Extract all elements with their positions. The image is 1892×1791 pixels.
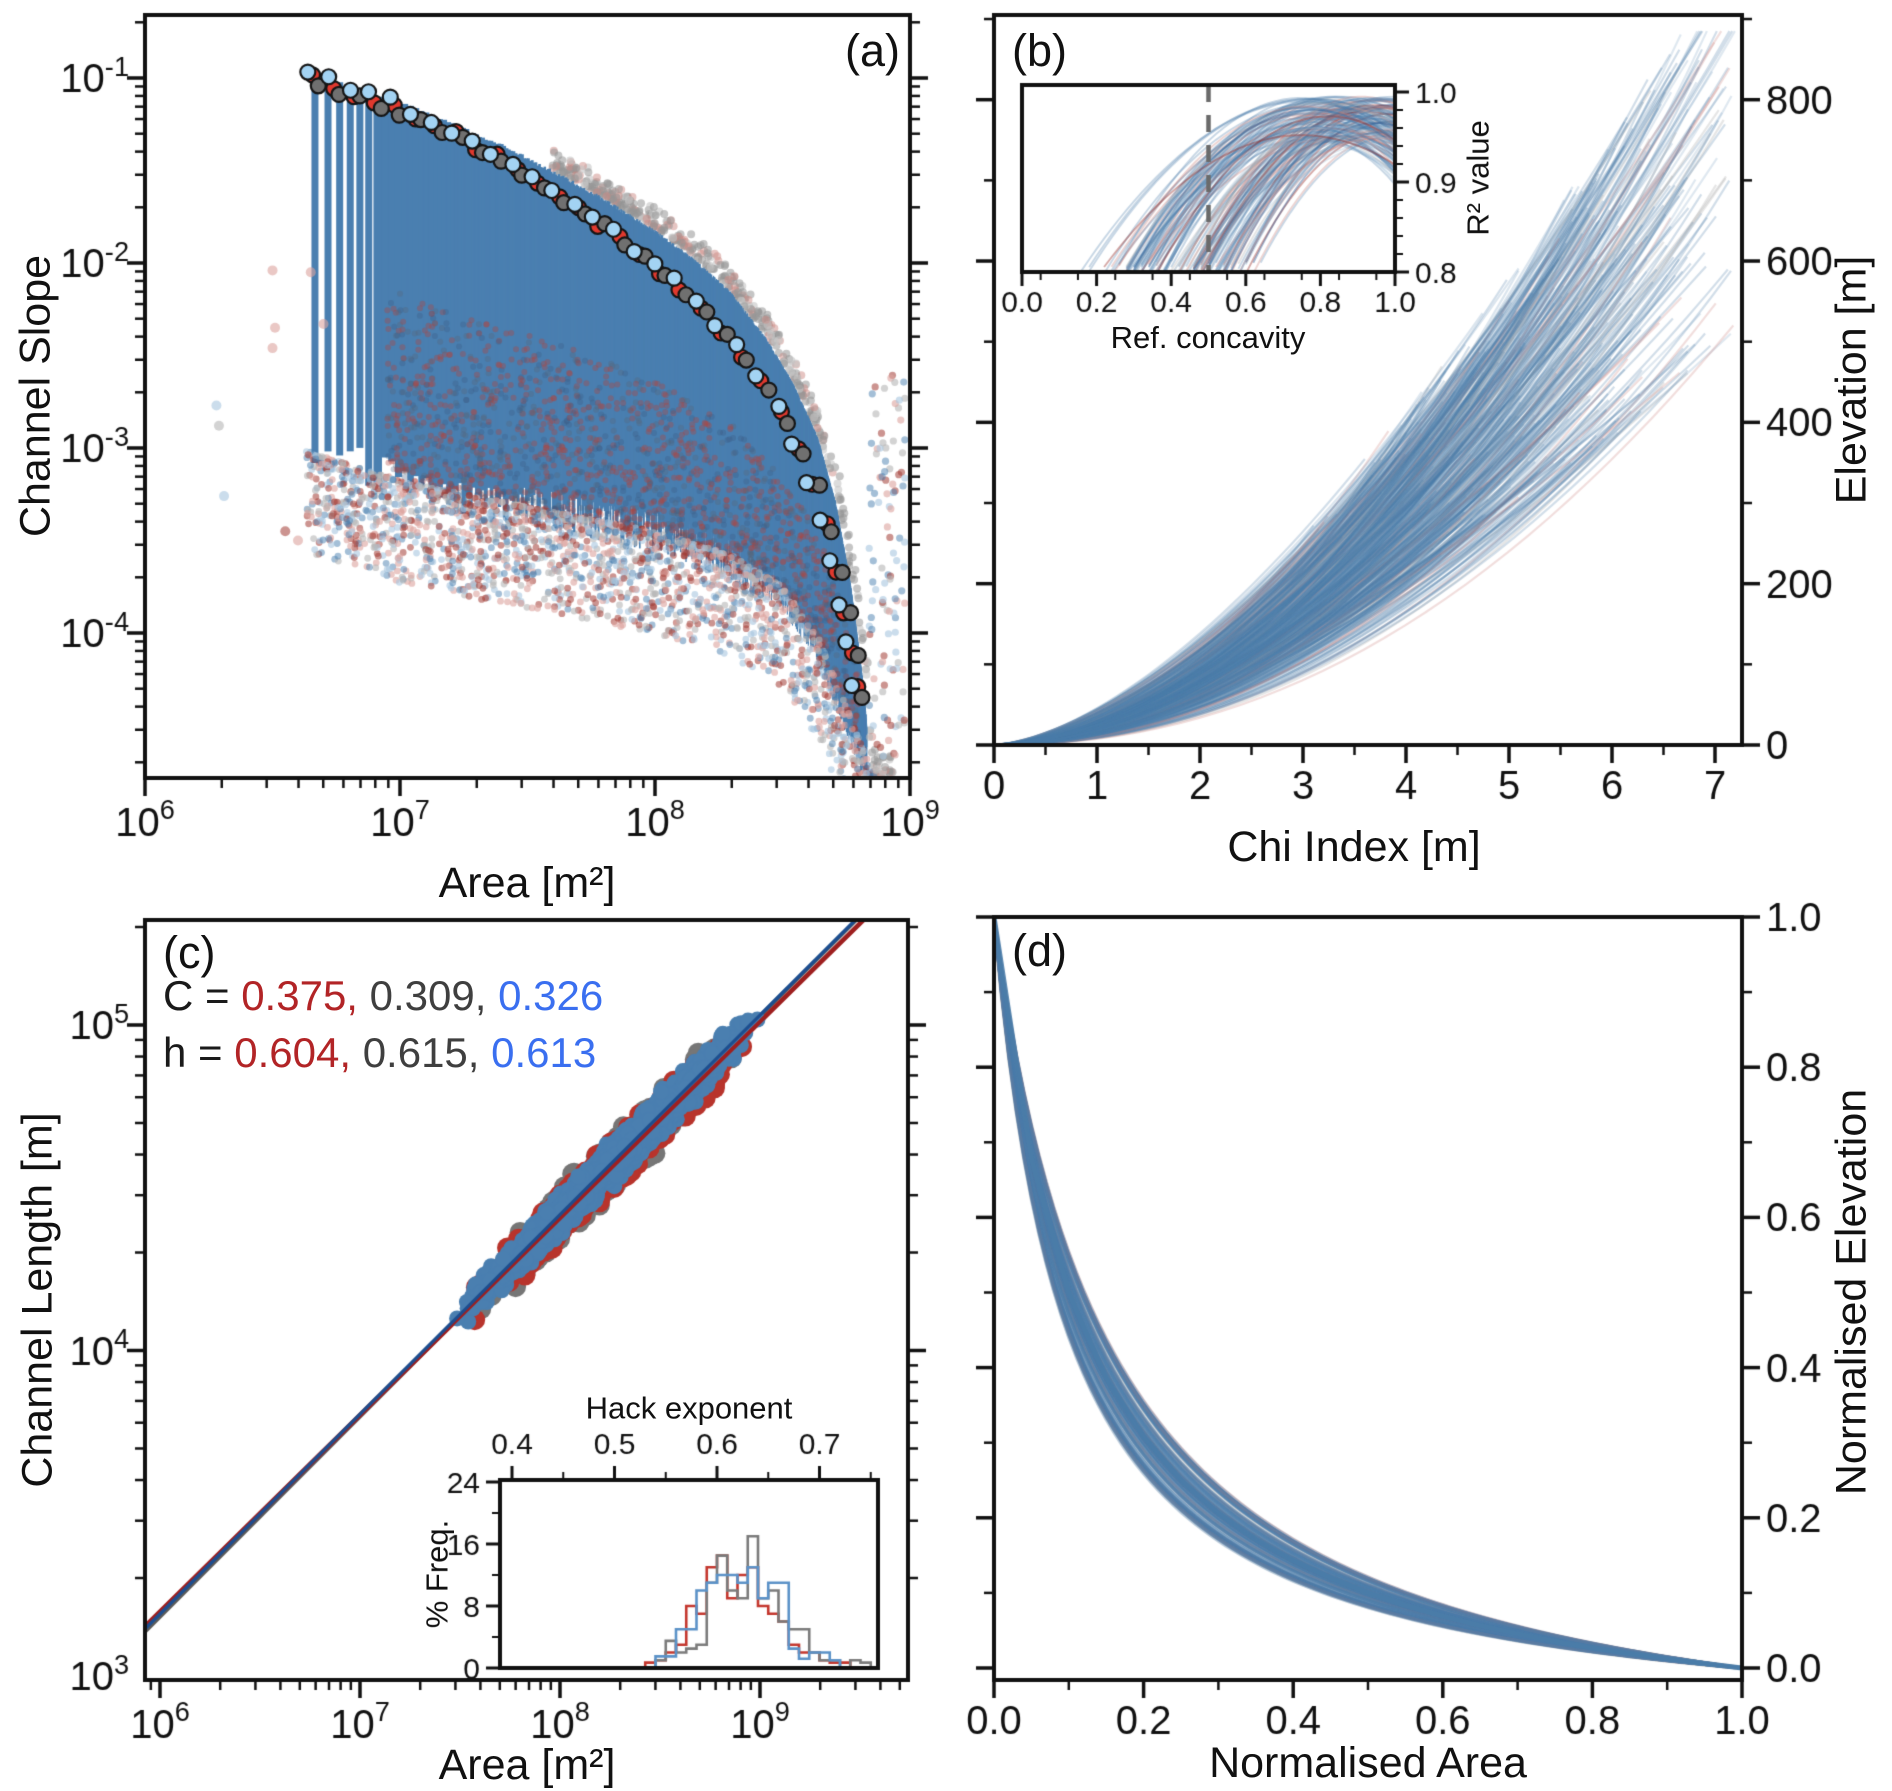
- hack-legend-value: 0.604,: [234, 1029, 363, 1076]
- hack-legend-value: 0.309,: [369, 972, 499, 1019]
- panel-b-inset-x-axis-title: Ref. concavity: [1110, 320, 1306, 355]
- panel-c-y-axis-title: Channel Length [m]: [13, 1112, 62, 1488]
- panel-d-y-axis-title: Normalised Elevation: [1827, 1088, 1876, 1496]
- hack-legend-value: h =: [163, 1029, 235, 1076]
- hack-legend-value: C =: [163, 972, 242, 1019]
- panel-b-y-axis-title: Elevation [m]: [1827, 255, 1876, 505]
- hack-legend-line-C: C = 0.375, 0.309, 0.326: [163, 975, 603, 1017]
- panel-c-x-axis-title: Area [m²]: [438, 1741, 616, 1789]
- hack-legend-value: 0.613: [491, 1029, 597, 1076]
- panel-c-letter: (c): [163, 927, 216, 978]
- hack-legend-value: 0.375,: [241, 972, 370, 1019]
- panel-c-inset-x-axis-title: Hack exponent: [585, 1390, 793, 1426]
- hack-legend-value: 0.615,: [362, 1029, 492, 1076]
- panel-a-letter: (a): [845, 25, 900, 76]
- panel-d-x-axis-title: Normalised Area: [1209, 1739, 1527, 1787]
- panel-b-inset-y-axis-title: R² value: [1460, 120, 1496, 236]
- panel-c-inset-y-axis-title: % Freq.: [419, 1519, 455, 1629]
- panel-b-x-axis-title: Chi Index [m]: [1227, 823, 1481, 871]
- panel-b-letter: (b): [1012, 25, 1067, 76]
- hack-legend-line-h: h = 0.604, 0.615, 0.613: [163, 1032, 596, 1074]
- panel-d-letter: (d): [1012, 925, 1067, 976]
- panel-a-x-axis-title: Area [m²]: [438, 859, 616, 907]
- hack-legend-value: 0.326: [498, 972, 604, 1019]
- panel-a-y-axis-title: Channel Slope: [11, 254, 60, 538]
